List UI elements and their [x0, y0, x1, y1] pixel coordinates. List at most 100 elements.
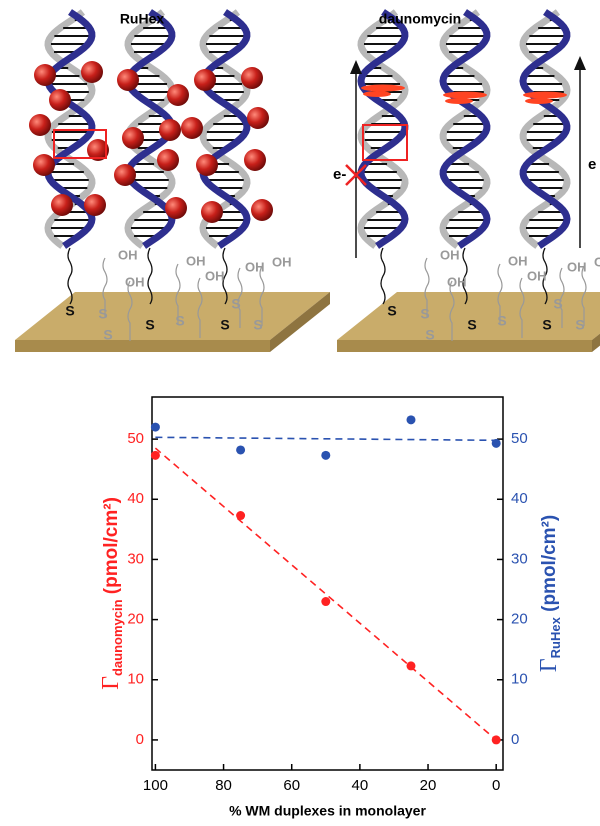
panel-title: daunomycin [379, 11, 461, 27]
oh-label: OH [440, 247, 460, 262]
ruhex-sphere [201, 201, 223, 223]
oh-label: OH [118, 247, 138, 262]
ruhex-sphere [51, 194, 73, 216]
data-point [492, 735, 501, 744]
ruhex-sphere [29, 114, 51, 136]
label-subscript: daunomycin [110, 599, 125, 676]
y2-tick-label: 50 [511, 430, 528, 447]
s-label: S [65, 303, 74, 319]
oh-label: OH [527, 268, 547, 283]
oh-label: OH [594, 254, 600, 269]
y-tick-label: 20 [127, 611, 144, 628]
intercalator [443, 92, 487, 99]
s-label: S [253, 317, 262, 333]
label-units: (pmol/cm²) [539, 515, 560, 617]
s-label: S [98, 306, 107, 322]
s-label: S [220, 317, 229, 333]
data-point [321, 451, 330, 460]
intercalator [445, 98, 473, 104]
ruhex-sphere [194, 69, 216, 91]
oh-label: OH [186, 253, 206, 268]
panel-title: RuHex [120, 11, 165, 27]
x-tick-label: 0 [492, 777, 500, 794]
s-label: S [103, 327, 112, 343]
y-tick-label: 0 [136, 731, 144, 748]
label-symbol: Γ [98, 676, 124, 690]
gold-edge [15, 340, 270, 352]
fit-line [155, 448, 496, 740]
y2-tick-label: 10 [511, 671, 528, 688]
ruhex-sphere [122, 127, 144, 149]
y-tick-label: 40 [127, 490, 144, 507]
data-point [236, 511, 245, 520]
ruhex-sphere [33, 154, 55, 176]
ruhex-sphere [167, 84, 189, 106]
y-axis-label: Γdaunomycin (pmol/cm²) [98, 497, 126, 690]
data-point [406, 661, 415, 670]
oh-label: OH [272, 254, 292, 269]
arrow-head [350, 60, 362, 74]
y2-tick-label: 20 [511, 611, 528, 628]
oh-label: OH [508, 253, 528, 268]
label-units: (pmol/cm²) [101, 497, 122, 599]
data-point [492, 439, 501, 448]
ruhex-sphere [241, 67, 263, 89]
s-label: S [553, 296, 562, 312]
y2-tick-label: 0 [511, 731, 519, 748]
ruhex-sphere [251, 199, 273, 221]
data-point [236, 445, 245, 454]
s-label: S [542, 317, 551, 333]
data-point [151, 451, 160, 460]
s-label: S [387, 303, 396, 319]
y2-tick-label: 40 [511, 490, 528, 507]
s-label: S [425, 327, 434, 343]
linker [381, 248, 385, 304]
arrow-head [574, 56, 586, 70]
ruhex-sphere [81, 61, 103, 83]
x-tick-label: 40 [352, 777, 369, 794]
electron-label: e [588, 156, 596, 173]
y-tick-label: 50 [127, 430, 144, 447]
s-label: S [145, 317, 154, 333]
fit-line [155, 437, 496, 440]
oh-label: OH [447, 274, 467, 289]
s-label: S [175, 313, 184, 329]
intercalator [361, 85, 405, 92]
ruhex-sphere [157, 149, 179, 171]
s-label: S [575, 317, 584, 333]
s-label: S [420, 306, 429, 322]
ruhex-sphere [84, 194, 106, 216]
data-point [406, 415, 415, 424]
oh-label: OH [205, 268, 225, 283]
s-label: S [497, 313, 506, 329]
oh-label: OH [567, 259, 587, 274]
ruhex-sphere [196, 154, 218, 176]
y-tick-label: 30 [127, 550, 144, 567]
ruhex-sphere [247, 107, 269, 129]
ruhex-sphere [165, 197, 187, 219]
linker [68, 248, 72, 304]
intercalator [523, 92, 567, 99]
x-tick-label: 100 [143, 777, 168, 794]
figure: RuHexOHOHOHOHOHOHSSSSSSSSdaunomycinOHOHO… [0, 0, 600, 826]
ruhex-sphere [49, 89, 71, 111]
y-axis-label: ΓRuHex (pmol/cm²) [536, 515, 564, 672]
ruhex-sphere [117, 69, 139, 91]
y-tick-label: 10 [127, 671, 144, 688]
x-tick-label: 80 [215, 777, 232, 794]
ruhex-sphere [114, 164, 136, 186]
intercalator [363, 91, 391, 97]
intercalator [525, 98, 553, 104]
label-symbol: Γ [536, 658, 562, 672]
oh-label: OH [125, 274, 145, 289]
highlight-box [363, 125, 407, 160]
ruhex-sphere [244, 149, 266, 171]
ruhex-sphere [159, 119, 181, 141]
y2-tick-label: 30 [511, 550, 528, 567]
gold-edge [337, 340, 592, 352]
x-axis-label: % WM duplexes in monolayer [229, 803, 426, 819]
label-subscript: RuHex [548, 616, 563, 658]
s-label: S [467, 317, 476, 333]
